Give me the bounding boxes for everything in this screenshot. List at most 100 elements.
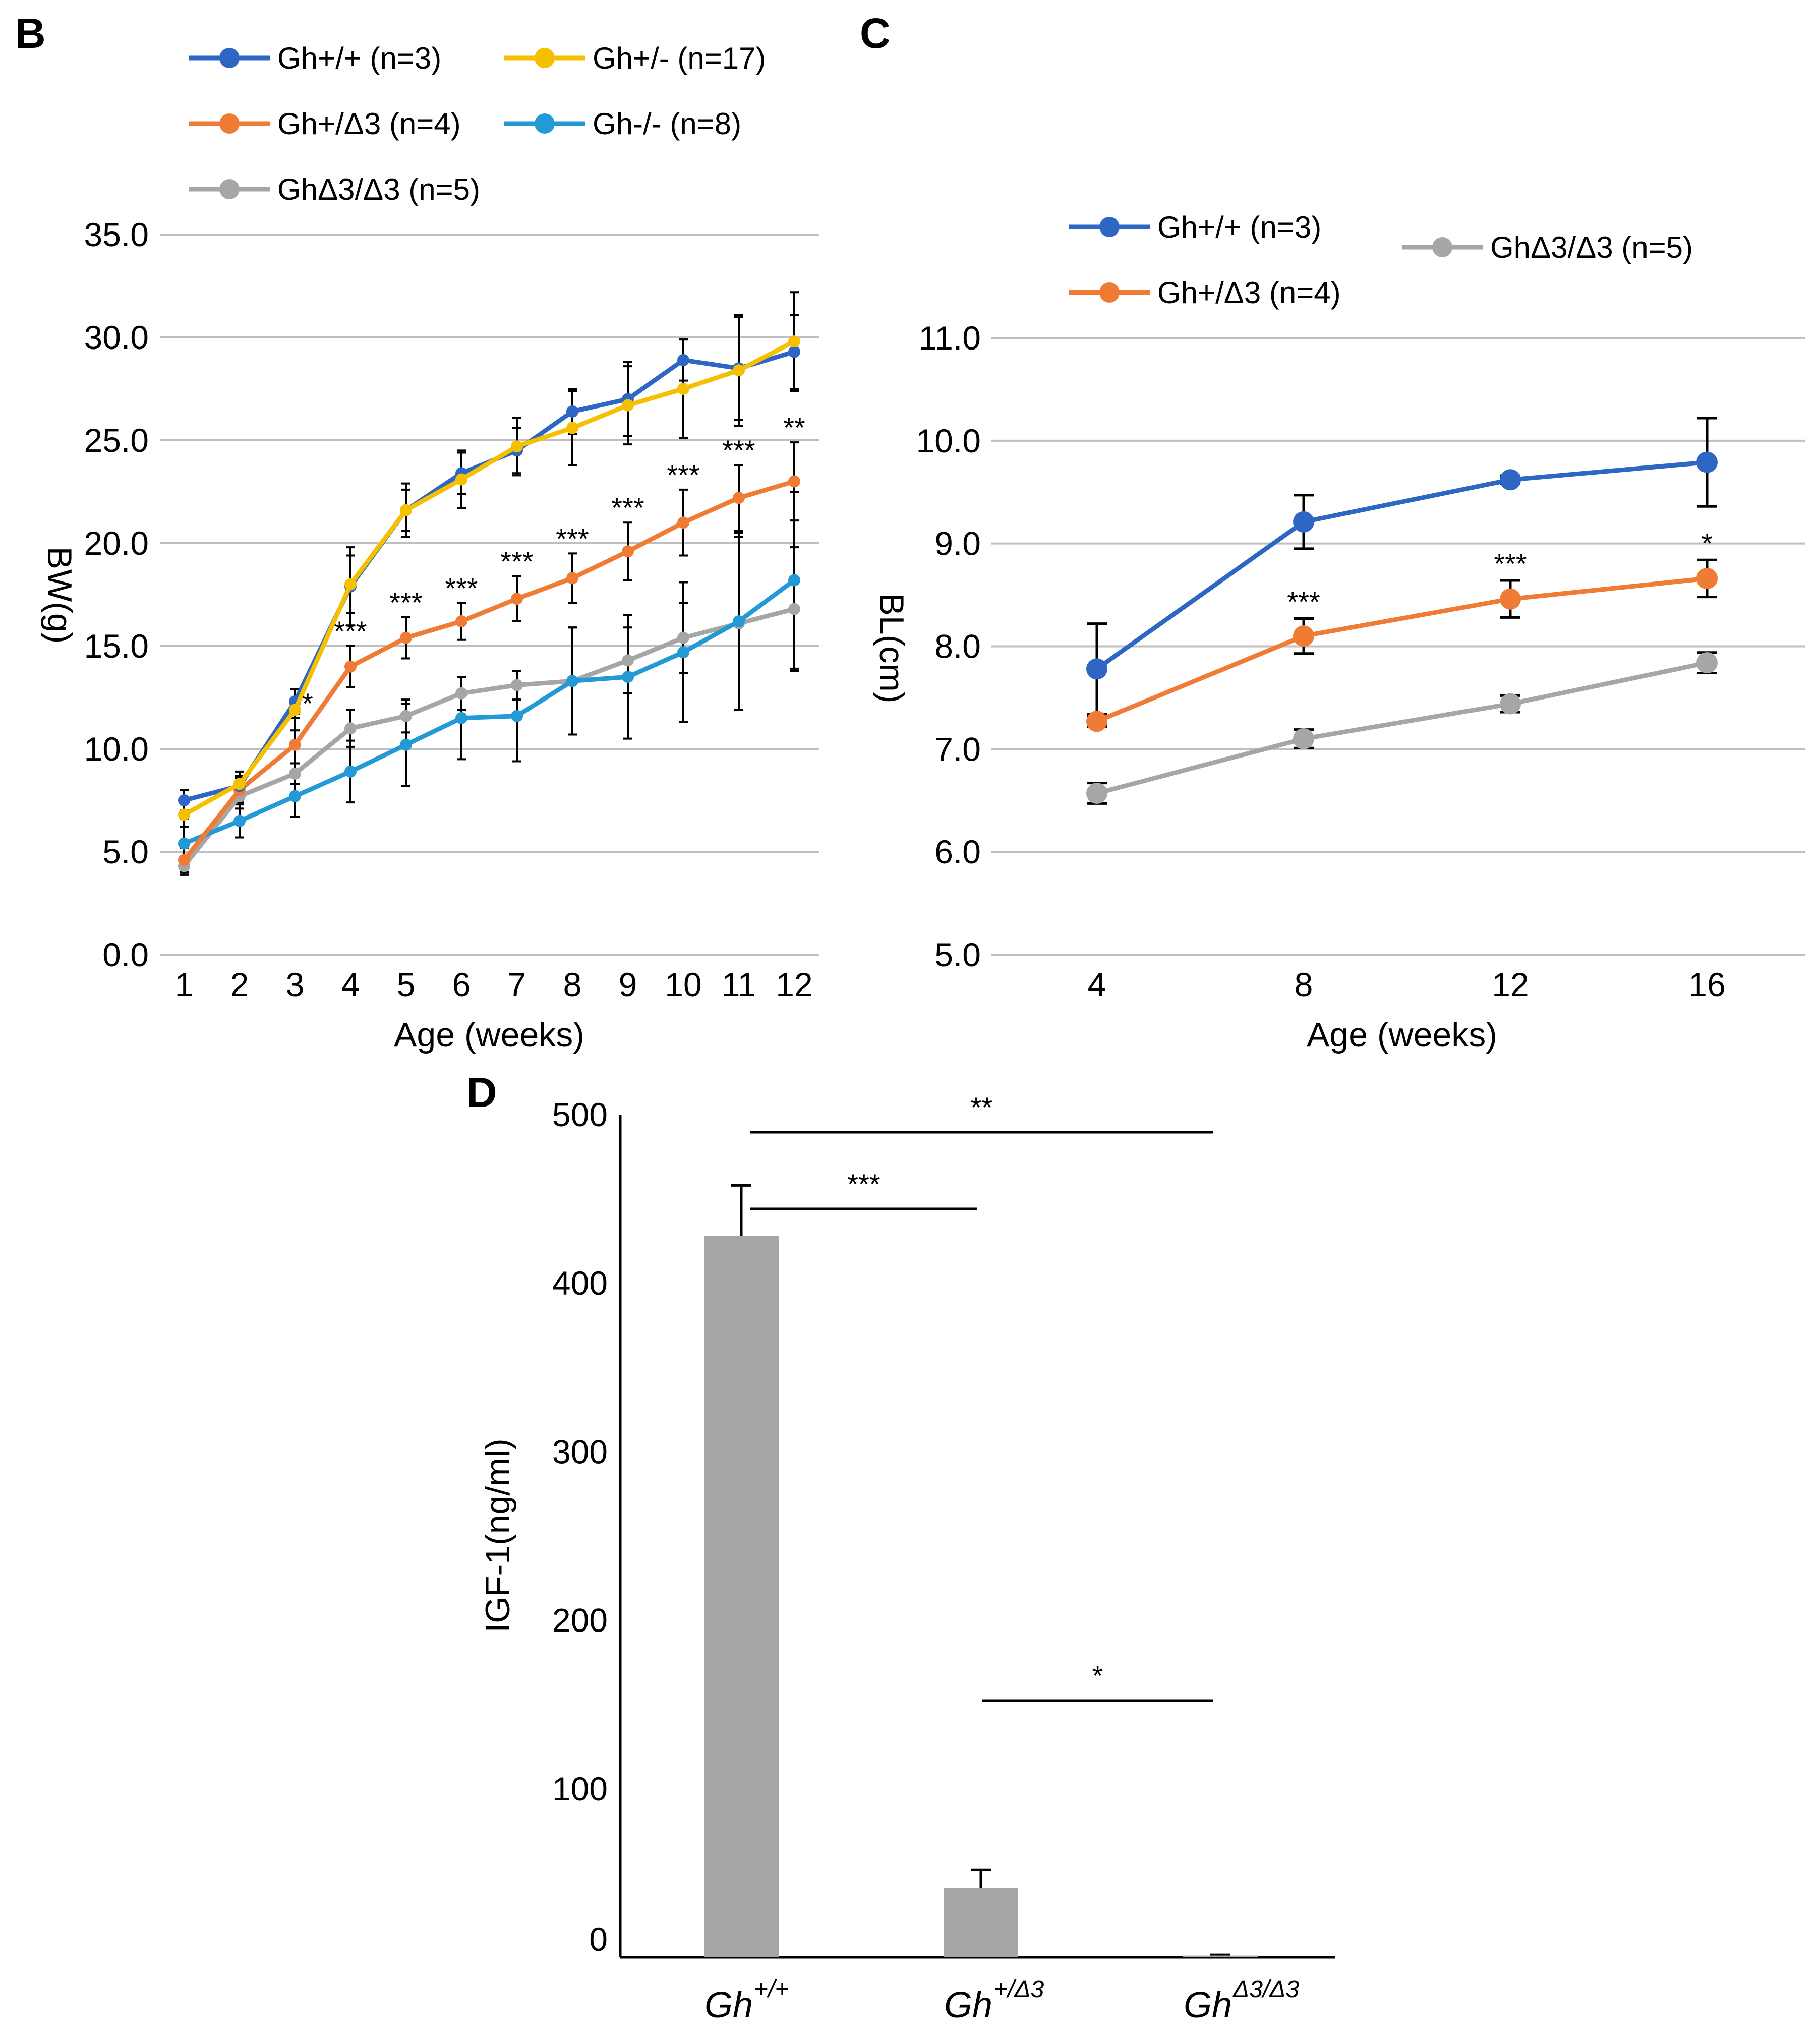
data-point-b	[566, 405, 578, 418]
data-point-b	[455, 687, 467, 700]
y-tick-label-c: 8.0	[934, 628, 981, 665]
data-point-b	[622, 545, 634, 558]
data-point-b	[233, 778, 246, 790]
y-tick-label-d: 400	[552, 1264, 608, 1302]
data-point-b	[622, 399, 634, 412]
data-point-c	[1696, 451, 1718, 473]
x-tick-label-b: 3	[286, 966, 305, 1003]
significance-label-b: ***	[334, 615, 367, 647]
significance-label-c: ***	[1287, 586, 1320, 617]
data-point-b	[178, 837, 190, 850]
data-point-b	[178, 854, 190, 866]
significance-label-b: ***	[389, 587, 422, 618]
data-point-b	[677, 631, 689, 644]
category-superscript-d: +/+	[754, 1976, 789, 2003]
x-axis-title-b: Age (weeks)	[394, 1016, 584, 1054]
x-tick-label-c: 4	[1088, 966, 1106, 1003]
bar-d	[944, 1888, 1018, 1957]
data-point-c	[1500, 469, 1521, 491]
legend-marker-b	[535, 48, 555, 68]
data-point-b	[733, 492, 745, 504]
data-point-b	[455, 473, 467, 486]
bar-d	[1183, 1955, 1258, 1957]
category-label-d: Gh	[1184, 1985, 1232, 2025]
data-point-b	[178, 808, 190, 821]
x-tick-label-b: 6	[452, 966, 471, 1003]
legend-marker-c	[1099, 282, 1120, 303]
data-point-b	[455, 712, 467, 724]
legend-marker-c	[1432, 237, 1452, 257]
data-point-b	[289, 738, 301, 751]
series-line-c	[1095, 460, 1708, 671]
significance-label-b: ***	[556, 522, 589, 554]
y-tick-label-c: 6.0	[934, 833, 981, 870]
x-tick-label-b: 5	[397, 966, 416, 1003]
data-point-b	[233, 814, 246, 827]
y-tick-label-d: 500	[552, 1096, 608, 1133]
data-point-b	[344, 765, 357, 778]
y-tick-label-d: 100	[552, 1770, 608, 1808]
data-point-b	[178, 794, 190, 806]
series-line-c	[1096, 576, 1708, 724]
y-tick-label-b: 30.0	[84, 319, 149, 356]
y-tick-label-c: 5.0	[934, 936, 981, 973]
data-point-b	[344, 660, 357, 673]
legend-marker-b	[535, 113, 555, 134]
category-superscript-d: Δ3/Δ3	[1232, 1976, 1299, 2003]
significance-label-b: ***	[722, 434, 755, 466]
legend-label-b: Gh+/+ (n=3)	[277, 41, 441, 75]
y-axis-title-d: IGF-1(ng/ml)	[479, 1438, 517, 1633]
data-point-b	[289, 790, 301, 802]
y-tick-label-c: 9.0	[934, 525, 981, 562]
y-tick-label-b: 25.0	[84, 422, 149, 459]
data-point-b	[566, 422, 578, 434]
y-axis-title-b: BW(g)	[40, 547, 79, 644]
significance-label-b: ***	[667, 459, 699, 491]
category-label-d: Gh	[944, 1985, 992, 2025]
data-point-b	[733, 615, 745, 628]
data-point-b	[289, 704, 301, 716]
legend-label-b: Gh+/- (n=17)	[593, 41, 766, 75]
data-point-b	[788, 335, 800, 348]
data-point-b	[344, 722, 357, 735]
x-tick-label-b: 11	[722, 966, 756, 1003]
x-tick-label-b: 10	[665, 966, 701, 1003]
data-point-b	[677, 383, 689, 395]
x-tick-label-c: 16	[1688, 966, 1725, 1003]
legend-label-b: GhΔ3/Δ3 (n=5)	[277, 172, 480, 206]
data-point-b	[622, 671, 634, 683]
bar-d	[704, 1236, 779, 1957]
significance-label-b: ***	[500, 545, 533, 577]
data-point-b	[511, 710, 523, 722]
data-point-c	[1696, 567, 1718, 589]
y-tick-label-b: 10.0	[84, 730, 149, 768]
y-tick-label-c: 7.0	[934, 730, 981, 768]
data-point-c	[1500, 693, 1521, 715]
data-point-b	[400, 710, 412, 722]
data-point-b	[677, 646, 689, 659]
x-tick-label-c: 8	[1295, 966, 1313, 1003]
significance-label-b: *	[302, 687, 313, 719]
data-point-b	[788, 574, 800, 587]
legend-marker-b	[219, 179, 240, 199]
legend-marker-b	[219, 113, 240, 134]
legend-label-c: GhΔ3/Δ3 (n=5)	[1490, 230, 1693, 264]
data-point-c	[1086, 658, 1107, 680]
panel-letter-c: C	[860, 10, 891, 57]
y-tick-label-d: 300	[552, 1433, 608, 1470]
y-tick-label-b: 0.0	[102, 936, 149, 973]
data-point-c	[1293, 511, 1314, 533]
data-point-c	[1500, 588, 1521, 610]
y-tick-label-c: 11.0	[918, 319, 981, 357]
data-point-b	[455, 615, 467, 628]
y-tick-label-d: 200	[552, 1602, 608, 1639]
series-line-b	[183, 339, 796, 817]
data-point-b	[566, 572, 578, 585]
data-point-c	[1086, 711, 1107, 732]
legend-label-b: Gh-/- (n=8)	[593, 107, 741, 141]
y-axis-title-c: BL(cm)	[872, 593, 911, 703]
legend-marker-b	[219, 48, 240, 68]
data-point-c	[1696, 652, 1718, 674]
panel-letter-d: D	[466, 1069, 497, 1116]
